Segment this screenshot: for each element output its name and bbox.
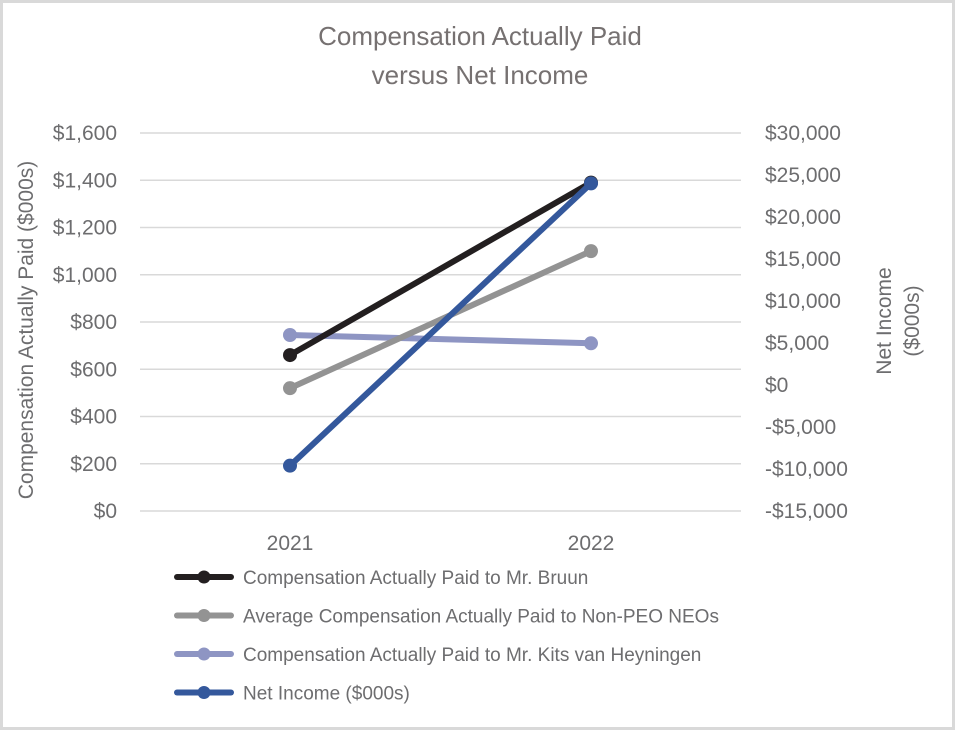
legend-marker-icon xyxy=(197,647,211,661)
left-y-tick-label: $1,400 xyxy=(53,169,117,192)
right-y-tick-label: $20,000 xyxy=(765,206,841,229)
series-2 xyxy=(283,327,598,351)
line-chart: Compensation Actually Paid versus Net Inc… xyxy=(15,21,924,705)
x-tick-label: 2022 xyxy=(568,532,615,555)
series-lines xyxy=(283,175,598,473)
series-1 xyxy=(283,244,598,396)
legend-label: Compensation Actually Paid to Mr. Bruun xyxy=(243,568,588,589)
series-line xyxy=(287,248,594,392)
right-y-tick-label: $15,000 xyxy=(765,248,841,271)
chart-title-line: Compensation Actually Paid xyxy=(318,21,642,51)
legend-marker-icon xyxy=(197,570,211,584)
right-y-tick-label: -$5,000 xyxy=(765,416,836,439)
left-axis-title: Compensation Actually Paid ($000s) xyxy=(15,161,38,500)
data-point-marker xyxy=(283,458,297,473)
left-y-tick-label: $1,600 xyxy=(53,122,117,145)
series-3 xyxy=(283,176,598,473)
chart-title: Compensation Actually Paid versus Net Inc… xyxy=(318,21,642,90)
right-axis-title-line: ($000s) xyxy=(901,285,924,356)
left-y-tick-label: $600 xyxy=(70,358,117,381)
left-y-tick-label: $1,200 xyxy=(53,217,117,240)
left-y-tick-label: $800 xyxy=(70,311,117,334)
left-y-tick-label: $200 xyxy=(70,453,117,476)
data-point-marker xyxy=(283,348,297,363)
right-y-tick-label: $0 xyxy=(765,374,788,397)
axis-titles: Compensation Actually Paid ($000s) Net In… xyxy=(15,161,924,500)
legend-label: Net Income ($000s) xyxy=(243,684,410,705)
right-axis-title-line: Net Income xyxy=(873,267,896,374)
data-point-marker xyxy=(584,244,598,259)
right-y-tick-label: $25,000 xyxy=(765,164,841,187)
right-y-tick-label: $5,000 xyxy=(765,332,829,355)
left-y-tick-label: $0 xyxy=(94,500,117,523)
chart-title-line: versus Net Income xyxy=(372,60,589,90)
legend-marker-icon xyxy=(197,686,211,699)
data-point-marker xyxy=(584,176,598,191)
series-line xyxy=(287,180,594,469)
data-point-marker xyxy=(283,327,297,342)
legend-item: Compensation Actually Paid to Mr. Bruun xyxy=(174,568,588,589)
data-point-marker xyxy=(283,381,297,396)
series-line xyxy=(287,331,594,347)
legend-label: Compensation Actually Paid to Mr. Kits v… xyxy=(243,645,701,666)
x-tick-label: 2021 xyxy=(267,532,314,555)
right-y-tick-label: $30,000 xyxy=(765,122,841,145)
left-y-tick-label: $400 xyxy=(70,406,117,429)
right-y-tick-label: $10,000 xyxy=(765,290,841,313)
x-axis-ticks: 2021 2022 xyxy=(267,532,615,555)
left-y-tick-label: $1,000 xyxy=(53,264,117,287)
legend-label: Average Compensation Actually Paid to No… xyxy=(243,607,719,628)
right-y-axis-ticks: -$15,000 -$10,000 -$5,000 $0 $5,000 $10,000 $1… xyxy=(765,122,848,523)
data-point-marker xyxy=(584,336,598,351)
legend-marker-icon xyxy=(197,609,211,622)
legend-item: Average Compensation Actually Paid to No… xyxy=(174,607,719,628)
legend-item: Compensation Actually Paid to Mr. Kits v… xyxy=(174,645,701,666)
legend-item: Net Income ($000s) xyxy=(174,684,410,705)
legend: Compensation Actually Paid to Mr. Bruun A… xyxy=(174,568,719,705)
right-y-tick-label: -$15,000 xyxy=(765,500,848,523)
right-y-tick-label: -$10,000 xyxy=(765,458,848,481)
left-y-axis-ticks: $0 $200 $400 $600 $800 $1,000 $1,200 $1,400 $1,6… xyxy=(53,122,117,523)
series-line xyxy=(287,179,594,359)
